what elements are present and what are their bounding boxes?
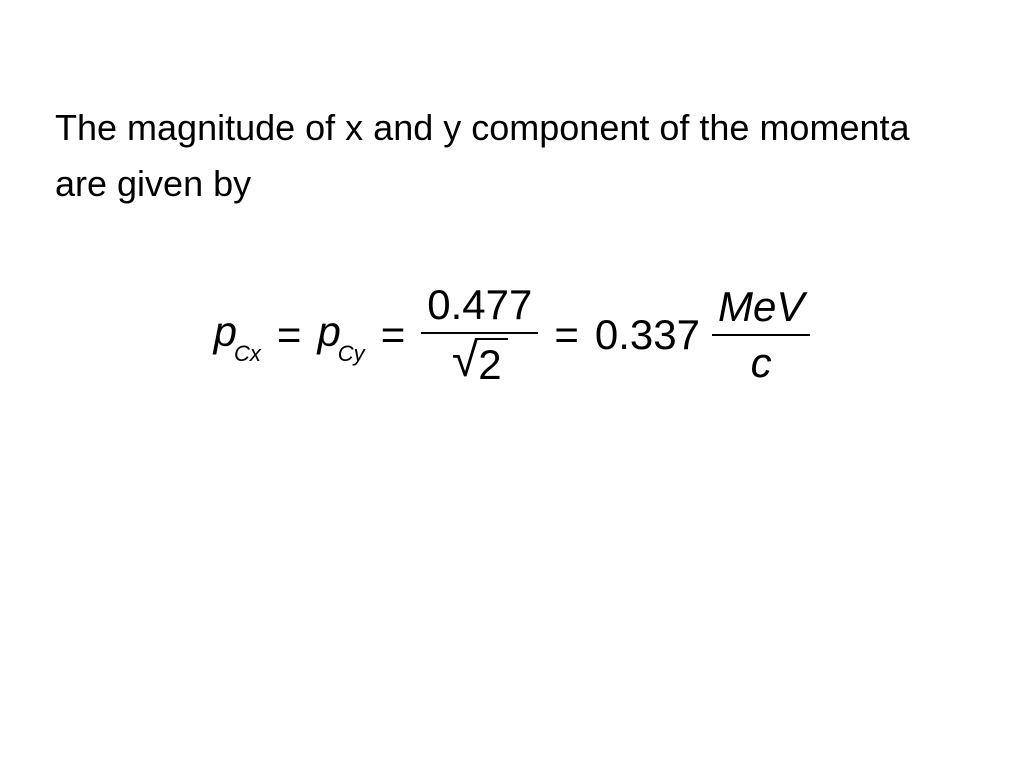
sqrt-arg: 2 — [476, 338, 507, 388]
sqrt-symbol: √ — [452, 337, 478, 385]
sqrt: √ 2 — [452, 338, 508, 388]
var-pcx-sub: Cx — [234, 341, 261, 366]
equals-1: = — [273, 311, 306, 359]
intro-text: The magnitude of x and y component of th… — [55, 100, 969, 212]
result-coeff: 0.337 — [595, 311, 700, 359]
unit-fraction: MeV c — [712, 284, 810, 386]
equals-2: = — [377, 311, 410, 359]
unit-denominator: c — [745, 336, 778, 386]
var-pcy-sub: Cy — [338, 341, 365, 366]
var-pcy: pCy — [317, 308, 364, 361]
fraction-1-numerator: 0.477 — [421, 282, 538, 332]
fraction-1-denominator: √ 2 — [446, 334, 514, 388]
var-pcx: pCx — [214, 308, 261, 361]
unit-numerator: MeV — [712, 284, 810, 334]
fraction-1: 0.477 √ 2 — [421, 282, 538, 388]
equals-3: = — [550, 311, 583, 359]
momentum-equation: pCx = pCy = 0.477 √ 2 = 0 — [55, 282, 969, 388]
